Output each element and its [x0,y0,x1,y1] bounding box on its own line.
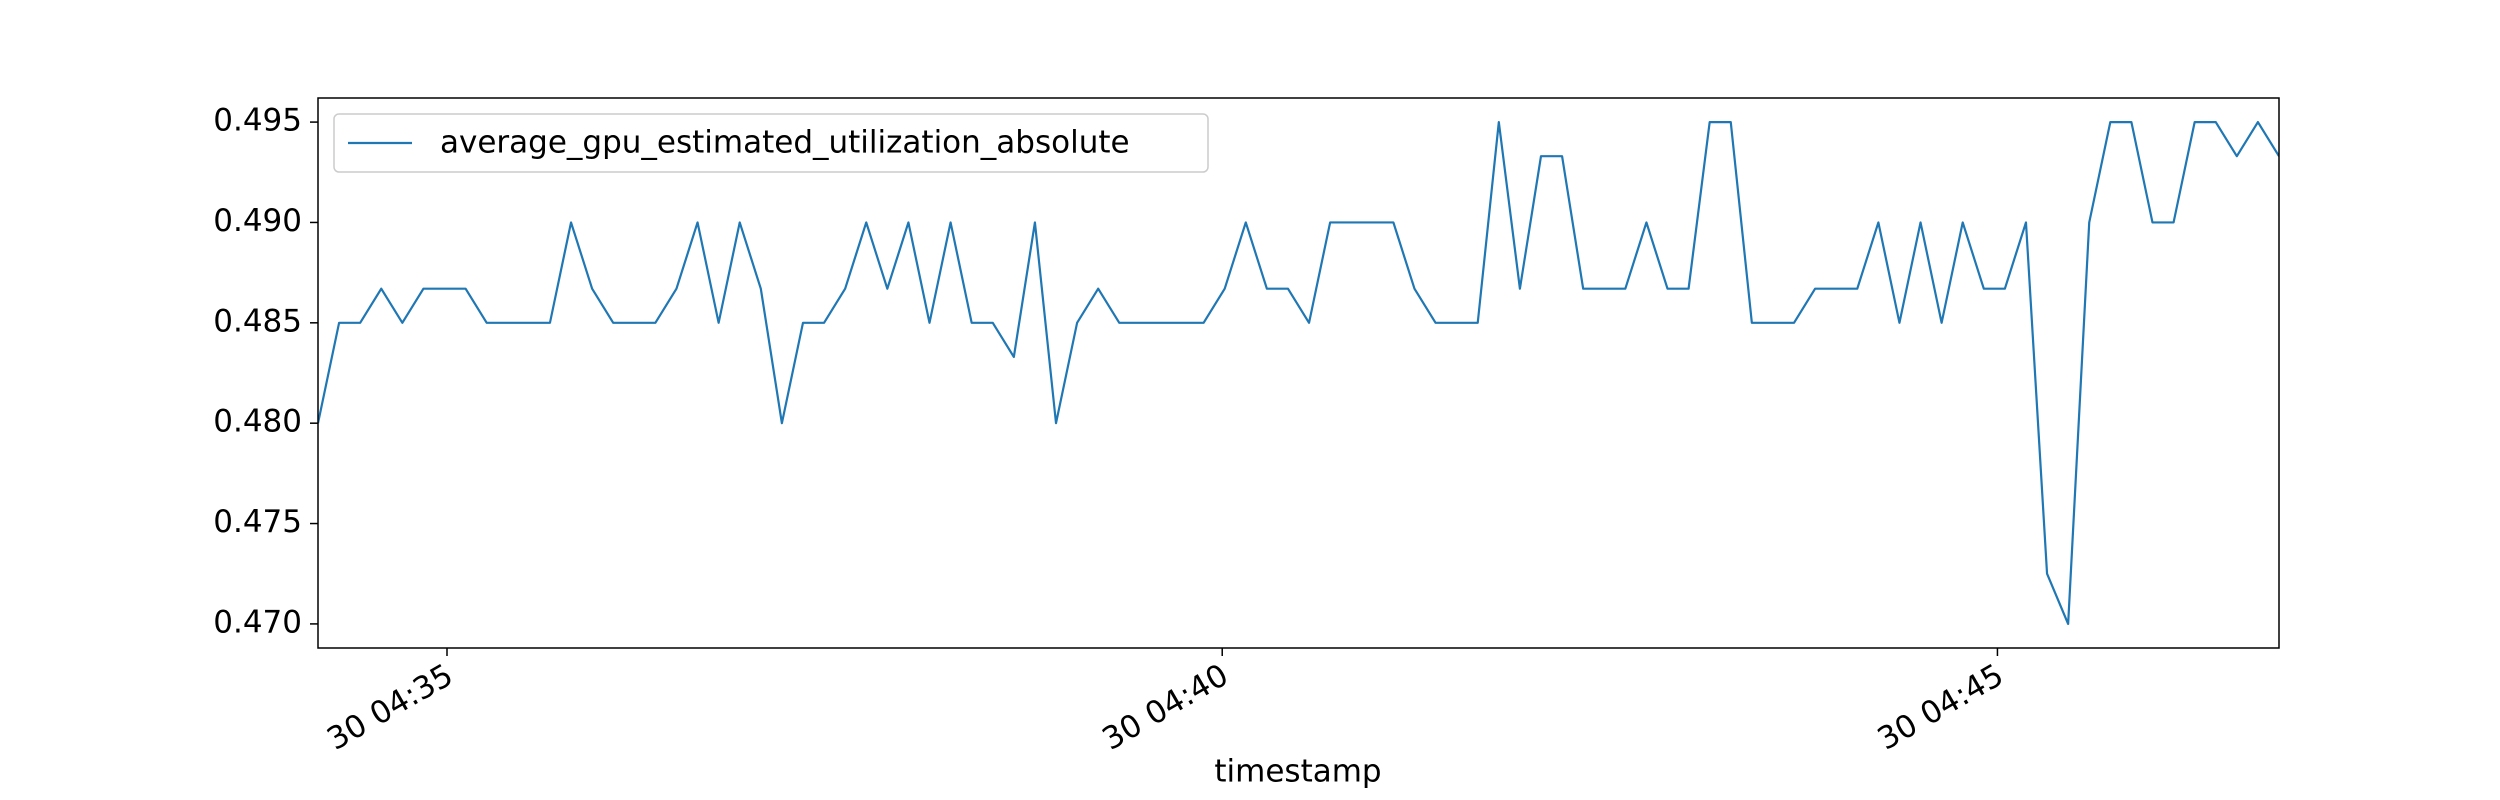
x-tick-label: 30 04:40 [1096,657,1234,757]
plot [318,120,2279,626]
plot-frame [317,97,2280,649]
data-line [318,120,2279,626]
y-tick-label: 0.495 [213,103,302,139]
y-tick-label: 0.490 [213,203,302,239]
y-tick-label: 0.485 [213,303,302,339]
legend-label: average_gpu_estimated_utilization_absolu… [440,125,1130,161]
legend-box [333,113,1209,173]
y-tick-label: 0.475 [213,504,302,540]
y-tick-label: 0.480 [213,404,302,440]
x-tick-label: 30 04:35 [321,657,459,757]
x-axis-label: timestamp [1214,754,1381,790]
x-tick-label: 30 04:45 [1872,657,2010,757]
y-tick-label: 0.470 [213,604,302,640]
